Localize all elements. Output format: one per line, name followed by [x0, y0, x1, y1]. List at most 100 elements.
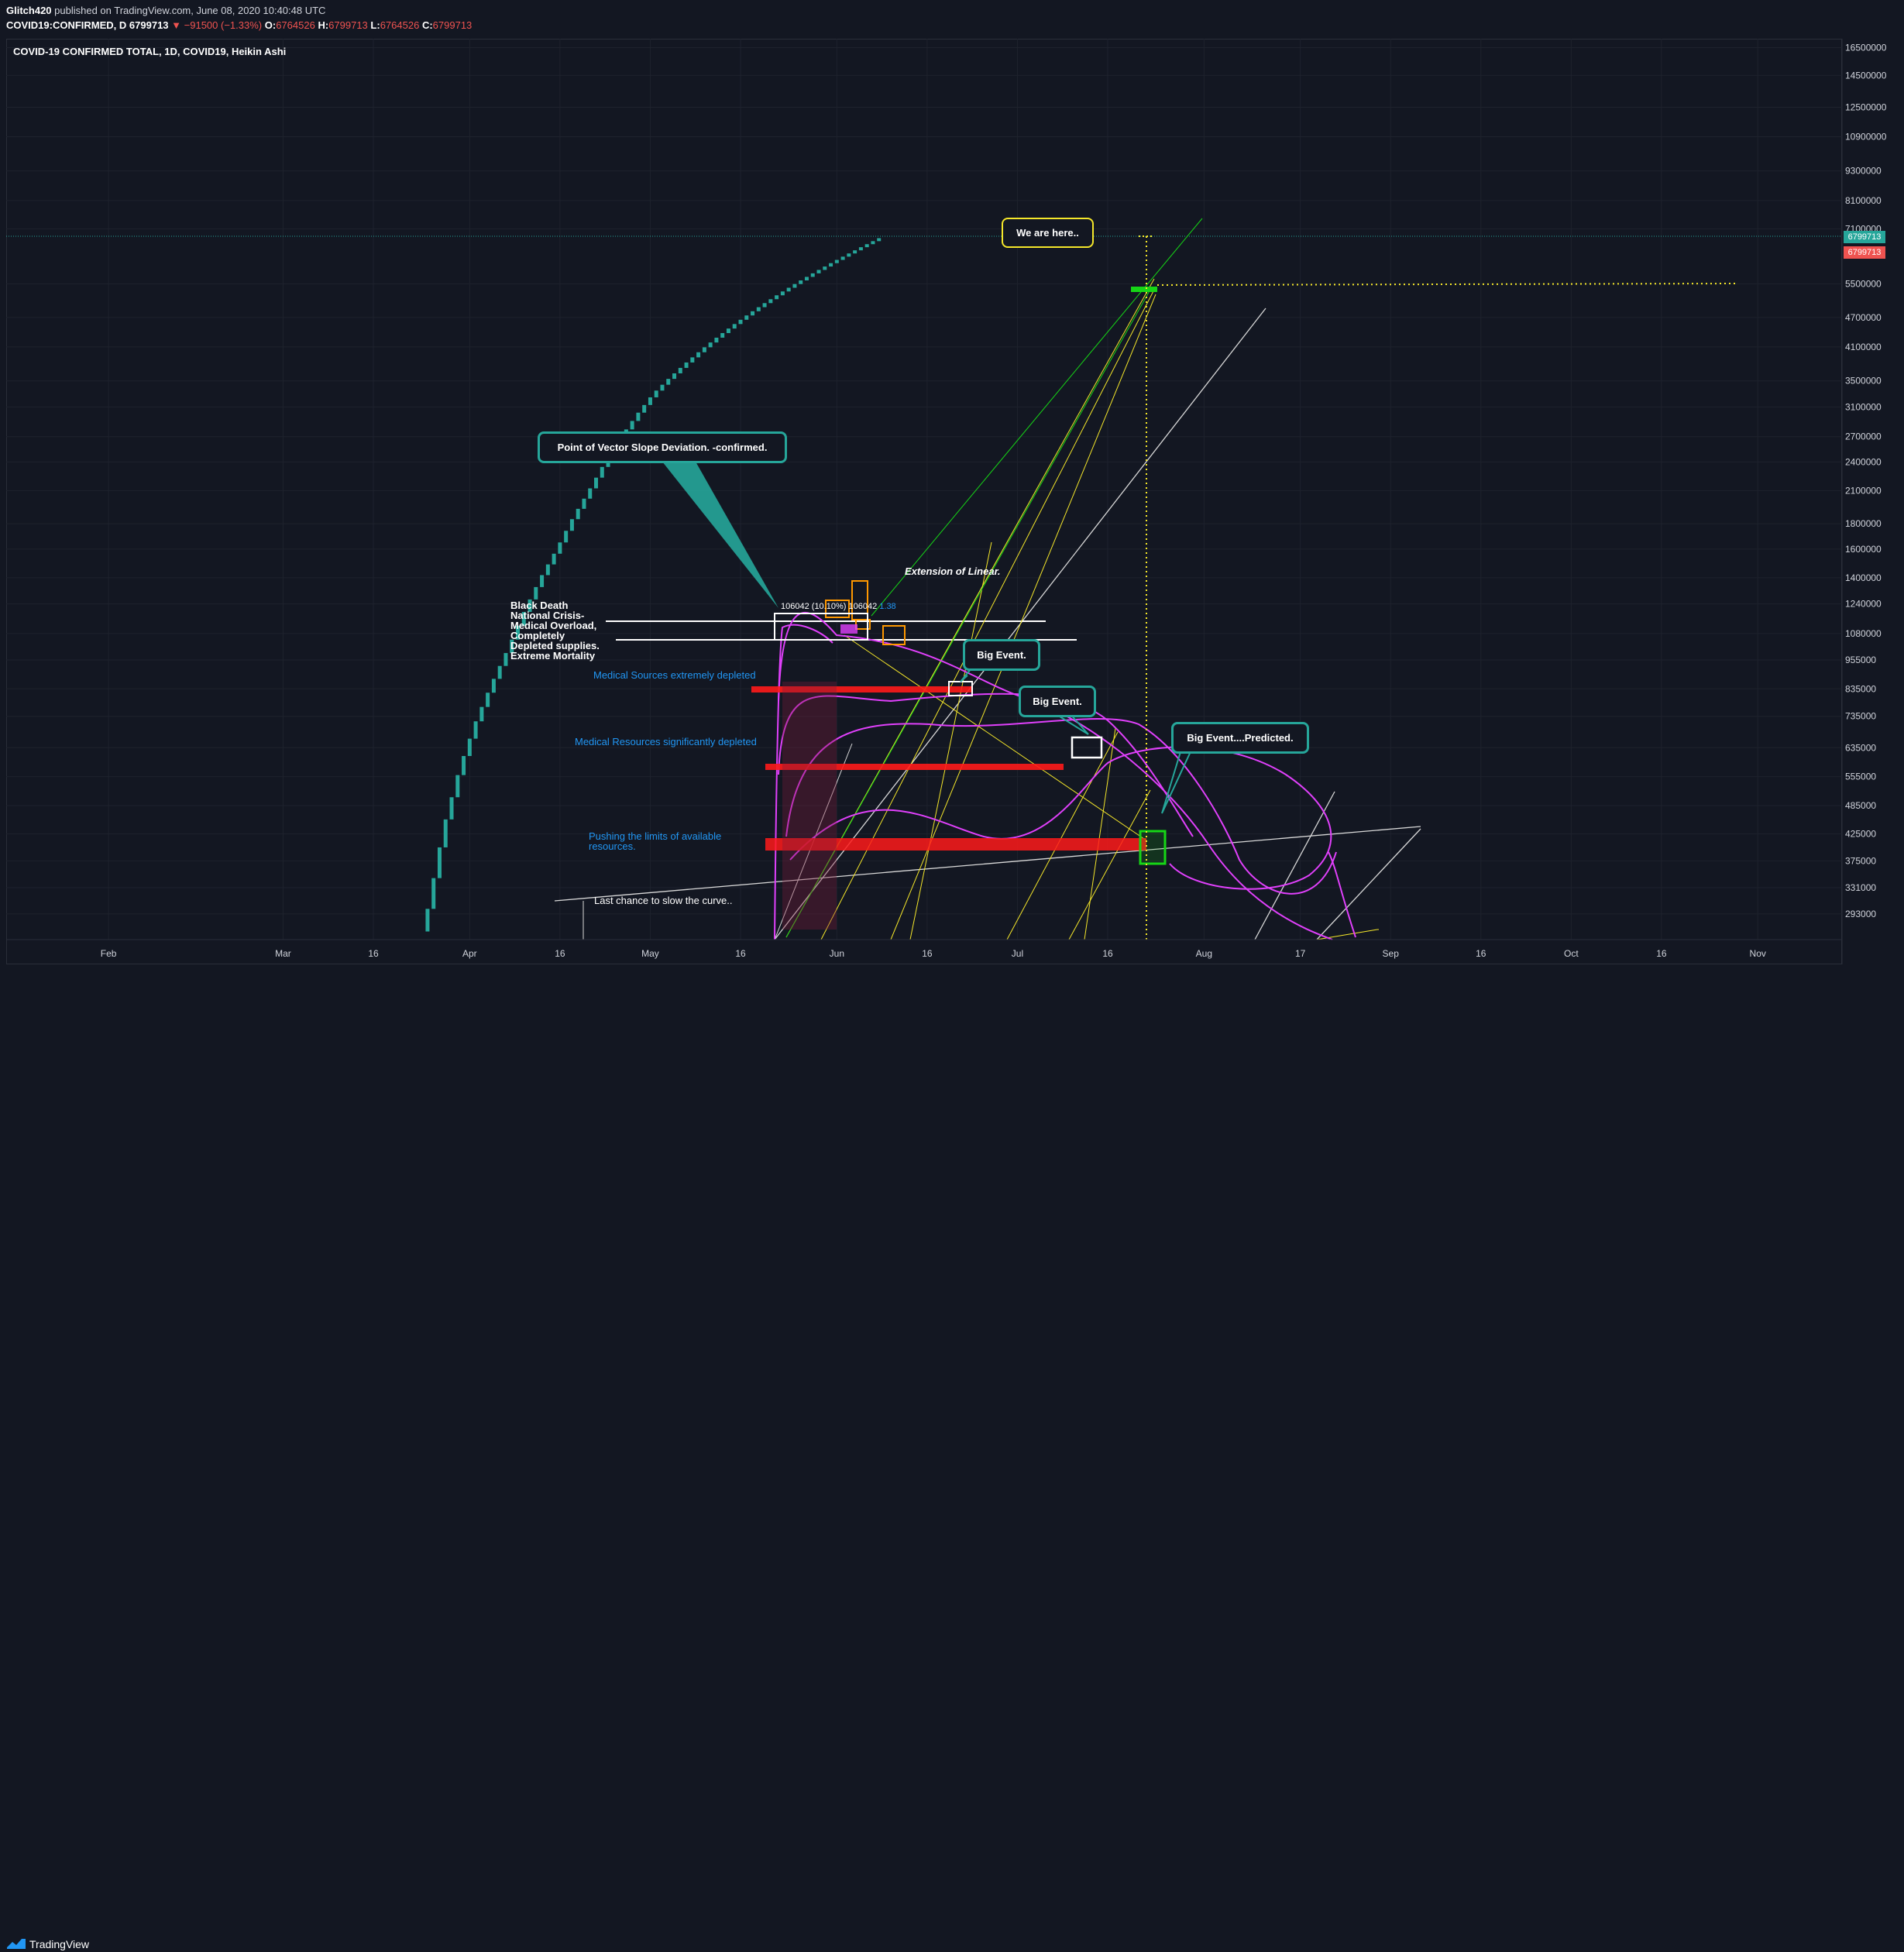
callout-big-event-1: Big Event. — [963, 639, 1040, 671]
y-tick-label: 4100000 — [1845, 342, 1882, 352]
measure-label: 106042 (10.10%) 106042 1.38 — [781, 602, 896, 611]
high-label: H: — [318, 19, 329, 31]
footer: TradingView — [0, 964, 1904, 1950]
author-name[interactable]: Glitch420 — [6, 5, 52, 16]
candle — [762, 303, 767, 308]
close-value: 6799713 — [432, 19, 473, 31]
measure-mid: (10.10%) — [811, 602, 847, 611]
candle — [756, 307, 761, 311]
magenta-curve-3 — [789, 746, 1332, 890]
x-tick-label: Feb — [101, 948, 117, 959]
y-tick-label: 10900000 — [1845, 132, 1887, 143]
candle — [829, 263, 833, 267]
symbol-name[interactable]: COVID19:CONFIRMED, D — [6, 19, 127, 31]
candle — [696, 352, 701, 358]
last-price: 6799713 — [129, 19, 169, 31]
x-tick-label: 16 — [1102, 948, 1113, 959]
y-tick-label: 2100000 — [1845, 485, 1882, 496]
chart-header: Glitch420 published on TradingView.com, … — [0, 0, 1904, 34]
candle — [834, 259, 839, 263]
yellow-fan-3 — [890, 294, 1156, 940]
y-tick-label: 1080000 — [1845, 628, 1882, 639]
magenta-block — [840, 624, 857, 634]
candle — [462, 756, 466, 775]
candle — [545, 564, 550, 576]
chart-canvas[interactable]: Feb Mar 16 Apr 16 May 16 Jun 16 Jul 16 Aug 17 Sep 16 Oc… — [0, 0, 1904, 964]
yellow-fan-5 — [1068, 789, 1151, 940]
callout-pointer-4 — [1161, 746, 1194, 814]
low-value: 6764526 — [380, 19, 420, 31]
white-box-measure — [774, 613, 868, 641]
candle — [552, 553, 556, 565]
y-tick-label: 3500000 — [1845, 376, 1882, 387]
crisis-line: Extreme Mortality — [510, 650, 596, 662]
candle — [564, 531, 569, 543]
symbol-line: COVID19:CONFIRMED, D 6799713 ▼ −91500 (−… — [6, 19, 472, 31]
y-tick-label: 1400000 — [1845, 572, 1882, 583]
candle — [720, 333, 725, 338]
candle — [792, 284, 797, 288]
candle — [678, 367, 682, 373]
callout-text: Big Event. — [1033, 696, 1082, 707]
candle — [847, 253, 851, 257]
x-tick-label: Oct — [1564, 948, 1579, 959]
close-label: C: — [421, 19, 433, 31]
candle — [660, 384, 665, 391]
trendline-white-4 — [1316, 828, 1421, 940]
candle — [864, 244, 869, 248]
yellow-dotted-horizontal — [1156, 283, 1736, 286]
yellow-fan-2 — [820, 286, 1156, 940]
y-tick-label: 1800000 — [1845, 518, 1882, 529]
tradingview-brand[interactable]: TradingView — [29, 1938, 90, 1950]
price-badge-text: 6799713 — [1847, 232, 1882, 242]
x-tick-label: 16 — [735, 948, 746, 959]
magenta-curve-6 — [1328, 851, 1356, 938]
y-tick-label: 735000 — [1845, 711, 1876, 722]
y-tick-label: 8100000 — [1845, 195, 1882, 206]
crisis-line: Black Death — [510, 600, 569, 611]
y-tick-label: 375000 — [1845, 855, 1876, 866]
y-tick-label: 1600000 — [1845, 544, 1882, 555]
candle — [497, 665, 502, 679]
crisis-line: Completely — [510, 630, 565, 641]
orange-box-3 — [882, 625, 906, 645]
green-box-predicted — [1139, 830, 1167, 865]
candle — [877, 238, 882, 242]
candle — [744, 315, 749, 320]
extension-label: Extension of Linear. — [905, 565, 1001, 577]
candle — [702, 347, 706, 352]
red-zone-3 — [765, 838, 1146, 851]
candle — [582, 498, 586, 509]
x-tick-label: 16 — [1656, 948, 1667, 959]
y-tick-label: 293000 — [1845, 909, 1876, 919]
candle — [576, 508, 580, 520]
candle — [853, 250, 857, 254]
candle — [804, 277, 809, 281]
price-change: ▼ −91500 (−1.33%) — [171, 19, 263, 31]
y-tick-label: 12500000 — [1845, 102, 1887, 113]
price-badge-last: 6799713 — [1844, 231, 1885, 243]
yellow-fan-7 — [1084, 727, 1116, 940]
candle — [491, 679, 496, 693]
candle — [521, 611, 526, 626]
x-tick-label: Nov — [1750, 948, 1766, 959]
x-tick-label: Apr — [462, 948, 477, 959]
green-line-2 — [785, 287, 1152, 938]
last-chance-label: Last chance to slow the curve.. — [594, 895, 733, 906]
candle — [648, 397, 652, 405]
pushing-line: Pushing the limits of available — [589, 830, 722, 842]
candle — [775, 295, 779, 300]
candle — [473, 721, 478, 739]
x-tick-label: 16 — [555, 948, 565, 959]
candle — [816, 270, 821, 273]
y-tick-label: 1240000 — [1845, 599, 1882, 610]
red-zone-shade — [782, 682, 837, 930]
grid-lines — [6, 39, 1842, 940]
candle — [654, 390, 658, 397]
crisis-line: Medical Overload, — [510, 620, 597, 631]
candle — [636, 412, 641, 421]
candle — [449, 797, 454, 820]
candle — [630, 421, 634, 430]
tradingview-logo-icon[interactable] — [6, 1935, 26, 1952]
x-tick-label: May — [641, 948, 659, 959]
